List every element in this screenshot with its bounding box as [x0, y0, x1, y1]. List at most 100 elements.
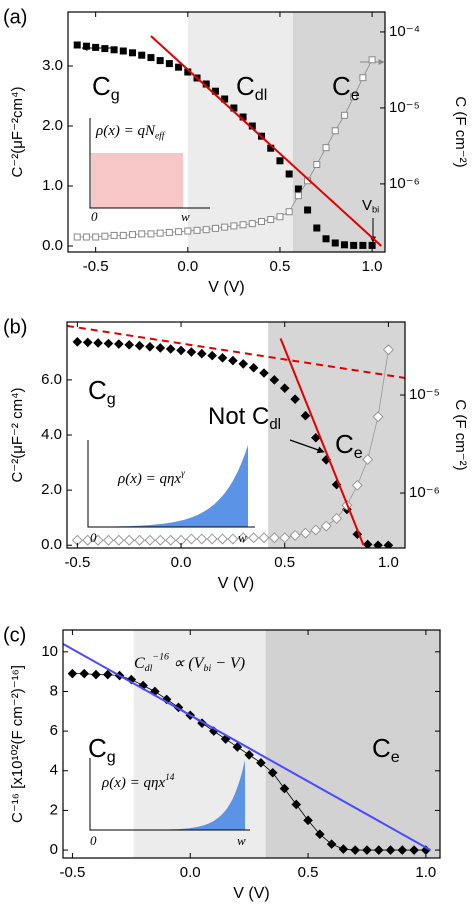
data-point — [206, 533, 218, 545]
annotation-part: bi — [372, 205, 379, 215]
x-tick-label: 0.5 — [270, 258, 291, 275]
data-point — [230, 222, 238, 230]
data-point — [147, 54, 155, 62]
y2-axis-label: C (F cm⁻²) — [452, 96, 469, 167]
fit-line — [279, 338, 365, 546]
data-point — [368, 56, 376, 64]
data-point — [340, 241, 348, 249]
inset-c — [89, 758, 250, 831]
x-tick-label: 1.0 — [362, 258, 383, 275]
y-axis-label: C⁻²(μF⁻²cm⁴) — [9, 87, 26, 178]
data-point — [147, 230, 155, 238]
annotation: Cdl−16 ∝ (Vbi − V) — [134, 652, 245, 674]
data-point — [73, 233, 81, 241]
data-point — [291, 799, 302, 810]
y2-axis-label: C (F cm⁻²) — [452, 399, 469, 470]
x-tick-label: -0.5 — [59, 864, 85, 881]
inset-fill — [92, 760, 245, 830]
data-point — [313, 161, 321, 169]
data-point — [82, 233, 90, 241]
y-tick-label: 0.0 — [41, 536, 62, 553]
annotation-part: C — [134, 655, 145, 672]
data-point — [165, 60, 173, 68]
y-tick-label: 0 — [50, 841, 58, 858]
annotation-part: g — [107, 748, 116, 766]
data-point — [299, 527, 311, 539]
data-point — [138, 230, 146, 238]
annotation: ρ(x) = qNeff — [95, 123, 166, 141]
data-point — [217, 533, 229, 545]
fit-line — [67, 324, 405, 379]
data-point — [331, 127, 339, 135]
x-tick-label: -0.5 — [64, 554, 90, 571]
data-point — [185, 533, 197, 545]
data-point — [176, 345, 186, 356]
data-point — [102, 669, 113, 680]
plot-frame — [67, 11, 386, 253]
y2-tick-label: 10⁻⁵ — [389, 99, 420, 116]
data-point — [82, 337, 93, 348]
inset-axes — [89, 758, 250, 831]
plot — [67, 324, 405, 548]
annotation: ρ(x) = qηx14 — [101, 773, 175, 791]
annotation-part: Not C — [208, 403, 269, 430]
y-tick-label: 2.0 — [42, 117, 63, 134]
annotation: Cg — [92, 71, 120, 104]
inset-a — [89, 118, 210, 209]
data-point — [237, 532, 249, 544]
annotation: w — [238, 530, 247, 545]
data-point — [186, 347, 197, 357]
data-point — [230, 104, 238, 112]
inset-fill — [90, 445, 248, 527]
data-point — [340, 111, 348, 119]
fit-line — [150, 35, 382, 247]
data-point — [372, 411, 384, 423]
data-point — [119, 231, 127, 239]
data-point — [267, 144, 275, 152]
annotation-part: ρ(x) = qηx — [117, 471, 181, 487]
inset-fill — [91, 153, 183, 208]
data-point — [138, 51, 146, 59]
data-point — [362, 539, 373, 548]
data-point — [67, 668, 78, 679]
region — [187, 12, 293, 252]
data-point — [129, 231, 137, 239]
inset-axes — [89, 118, 210, 209]
annotation-part: C — [88, 375, 107, 405]
annotation: w — [237, 833, 246, 848]
data-point — [184, 68, 192, 76]
annotation: Cg — [88, 375, 116, 408]
data-point — [82, 42, 90, 50]
annotation-part: −16 — [152, 652, 169, 663]
data-point — [258, 532, 270, 544]
data-point — [165, 344, 176, 354]
data-point — [124, 340, 135, 350]
data-point — [244, 750, 254, 760]
data-point — [421, 845, 431, 855]
data-point — [175, 63, 183, 71]
data-point — [155, 343, 166, 353]
data-point — [300, 410, 311, 421]
annotation: w — [181, 209, 190, 224]
data-point — [110, 46, 118, 54]
data-point — [209, 726, 219, 736]
data-point — [351, 479, 363, 491]
annotation-part: e — [351, 86, 360, 104]
annotation-part: bi — [204, 663, 212, 674]
annotation-part: C — [236, 71, 255, 101]
annotation-part: w — [238, 530, 247, 545]
y2-tick-label: 10⁻⁵ — [409, 386, 440, 403]
data-point — [73, 41, 81, 49]
x-tick-label: 0.0 — [171, 554, 192, 571]
data-point — [138, 680, 148, 691]
y-axis-label: C⁻²(μF⁻² cm⁴) — [9, 387, 26, 482]
data-point — [362, 845, 372, 855]
data-point — [165, 228, 173, 236]
y-tick-label: 2.0 — [41, 481, 62, 498]
data-point — [279, 532, 291, 544]
x-tick-label: 0.0 — [180, 864, 201, 881]
annotation-part: e — [354, 444, 363, 462]
annotation-part: eff — [155, 131, 166, 142]
data-point — [359, 74, 367, 82]
